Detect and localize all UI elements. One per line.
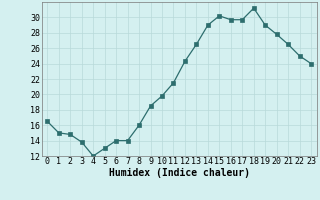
- X-axis label: Humidex (Indice chaleur): Humidex (Indice chaleur): [109, 168, 250, 178]
